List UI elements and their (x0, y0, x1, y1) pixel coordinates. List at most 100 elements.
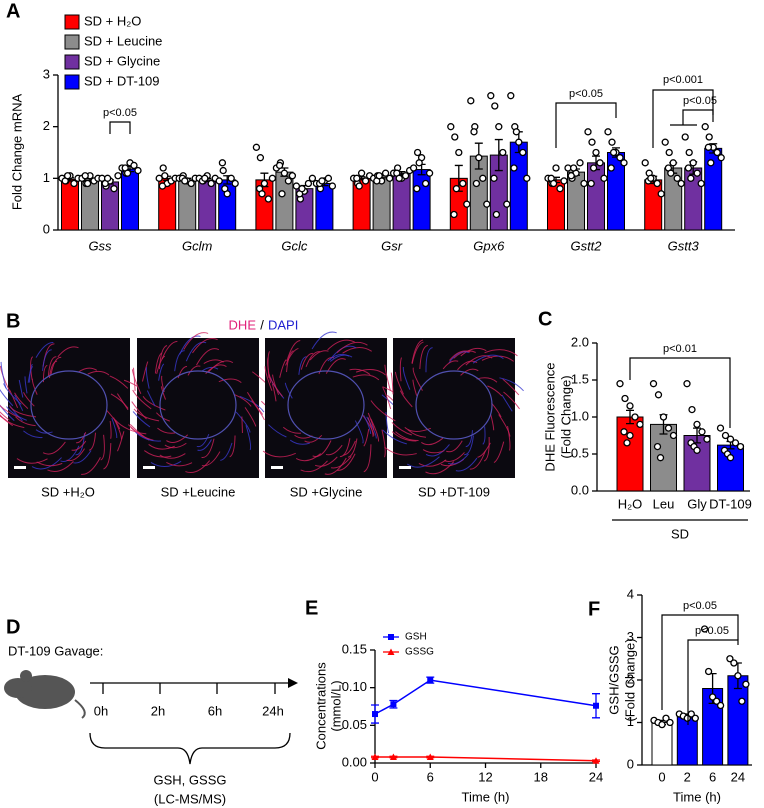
scale-bar (399, 466, 411, 469)
marker (390, 701, 397, 708)
data-point (659, 413, 668, 421)
tissue-fiber (421, 437, 444, 446)
tissue-fiber (503, 391, 520, 410)
panel-label: B (6, 310, 20, 332)
data-point (155, 174, 163, 182)
tissue-fiber (192, 337, 218, 354)
tissue-fiber (36, 461, 63, 467)
tissue-fiber (262, 450, 296, 458)
data-point (158, 182, 167, 190)
tissue-fiber (282, 426, 302, 434)
data-point (589, 164, 598, 172)
mouse-icon (4, 670, 86, 719)
tissue-fiber (295, 453, 322, 462)
bar (644, 179, 663, 231)
micrograph (370, 338, 524, 478)
data-point (421, 179, 430, 188)
tissue-fiber (24, 376, 28, 394)
data-point (278, 190, 286, 198)
annotation: p<0.05 (683, 600, 717, 612)
tissue-fiber (148, 444, 175, 450)
tissue-fiber (146, 390, 156, 407)
x-axis-label: Time (h) (462, 789, 510, 804)
data-point (703, 435, 711, 443)
bar (372, 176, 391, 231)
tissue-fiber (419, 344, 428, 370)
data-point (742, 680, 750, 688)
timepoint-label: 24h (262, 703, 284, 718)
data-point (355, 182, 363, 190)
tissue-fiber (300, 460, 328, 473)
data-point (472, 179, 481, 188)
tissue-fiber (235, 411, 251, 433)
y-tick-label: 2 (627, 671, 634, 686)
tissue-fiber (268, 424, 287, 438)
tissue-fiber (103, 443, 112, 470)
tissue-fiber (27, 365, 34, 383)
data-point (467, 97, 475, 105)
data-point (596, 159, 604, 167)
data-point (662, 714, 670, 722)
bar (616, 416, 644, 492)
data-point (201, 174, 209, 182)
tissue-fiber (342, 347, 372, 354)
image-caption: SD +Leucine (161, 484, 236, 499)
tissue-fiber (179, 335, 201, 355)
tissue-fiber (446, 440, 463, 453)
tissue-fiber (354, 420, 364, 444)
tissue-fiber (196, 348, 220, 366)
tissue-fiber (241, 416, 243, 434)
data-point (626, 431, 634, 440)
legend-label: SD + DT-109 (84, 73, 160, 88)
data-point (181, 177, 189, 185)
tissue-fiber (158, 344, 168, 370)
data-point (665, 148, 673, 157)
data-point (280, 169, 289, 177)
data-point (187, 179, 195, 188)
diagram-analytes: GSH, GSSG (154, 772, 227, 787)
tissue-fiber (156, 355, 166, 374)
data-point (479, 174, 487, 182)
data-point (308, 174, 317, 182)
bar (412, 169, 431, 231)
tissue-fiber (267, 357, 272, 384)
data-point (381, 169, 390, 177)
data-point (63, 172, 72, 180)
data-point (218, 159, 227, 167)
tissue-fiber (394, 371, 404, 395)
data-point (653, 179, 661, 188)
tissue-fiber (145, 367, 150, 389)
y-axis-label: (Fold Change) (558, 375, 573, 458)
y-axis-label: (mmol/L) (328, 680, 343, 731)
tissue-fiber (73, 450, 92, 464)
tissue-fiber (196, 433, 210, 448)
data-point (515, 138, 523, 146)
timepoint-label: 2h (151, 703, 165, 718)
data-point (673, 174, 681, 182)
tissue-fiber (109, 375, 129, 389)
tissue-fiber (502, 378, 520, 396)
tissue-fiber (233, 393, 252, 407)
tissue-fiber (110, 393, 129, 409)
micrograph (0, 338, 151, 478)
tissue-fiber (490, 414, 495, 431)
tissue-fiber (50, 356, 62, 375)
data-point (81, 172, 89, 180)
data-point (687, 174, 695, 182)
data-point (110, 185, 118, 193)
tissue-fiber (309, 350, 329, 361)
tissue-fiber (384, 364, 391, 391)
data-point (459, 179, 467, 188)
legend-label: SD + H₂O (84, 13, 141, 28)
data-point (631, 413, 639, 421)
data-point (447, 123, 455, 131)
x-tick-label: Gss (88, 238, 112, 253)
data-point (689, 159, 697, 167)
x-tick-label: H₂O (618, 496, 643, 511)
y-tick-label: 3 (43, 66, 50, 81)
image-caption: SD +H₂O (41, 484, 95, 499)
tissue-fiber (298, 356, 307, 375)
data-point (685, 148, 693, 157)
tissue-fiber (42, 349, 52, 371)
data-point (425, 169, 434, 177)
